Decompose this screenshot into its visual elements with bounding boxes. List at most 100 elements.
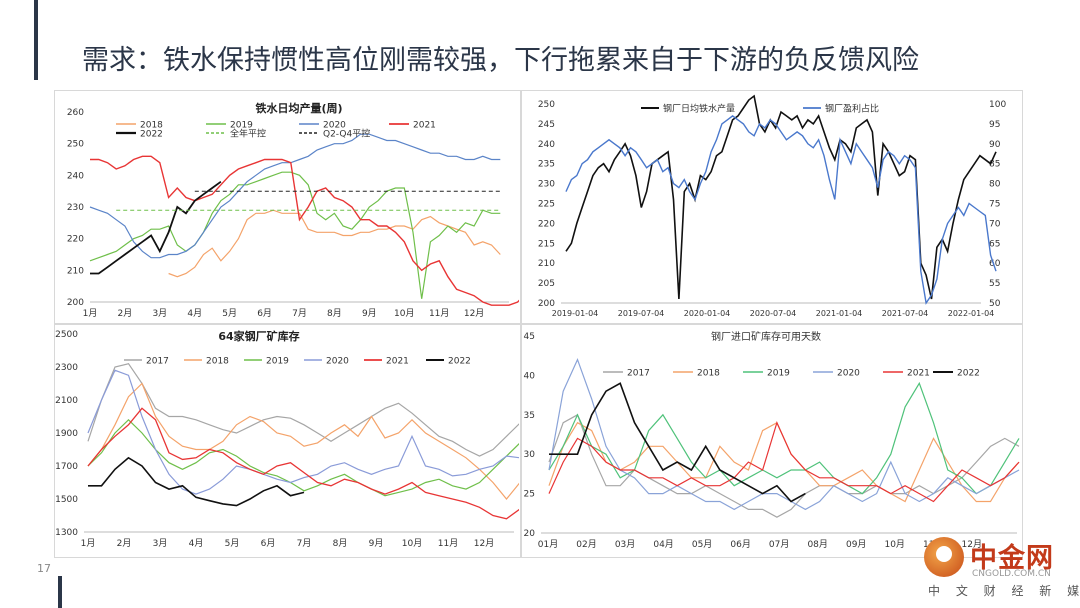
y-left-tick-label-0: 200 — [538, 299, 555, 309]
legend-label-6: Q2-Q4平控 — [323, 128, 370, 140]
x-tick-label-0: 1月 — [81, 538, 96, 549]
chart-import-ore-days: 钢厂进口矿库存可用天数 20 25 30 35 40 45 01月 02月 03月 04月 05月 06… — [524, 330, 1020, 550]
x-tick-label-6: 7月 — [292, 308, 307, 319]
series-line-2 — [87, 418, 519, 497]
series-line-5 — [88, 456, 305, 507]
series-line-0 — [87, 363, 519, 457]
x-tick-label-1: 2月 — [117, 538, 132, 549]
series-line-3 — [548, 358, 1020, 511]
x-tick-label-9: 10月 — [402, 538, 422, 549]
legend-label-4: 2021 — [386, 357, 409, 367]
x-tick-label-1: 2月 — [118, 308, 133, 319]
y-tick-label-3: 35 — [524, 411, 535, 421]
x-tick-label-3: 2020-07-04 — [750, 309, 797, 318]
y-left-tick-label-8: 240 — [538, 140, 555, 150]
y-left-tick-label-10: 250 — [538, 100, 555, 110]
legend-label-5: 2022 — [448, 357, 471, 367]
chart-title: 钢厂进口矿库存可用天数 — [711, 330, 821, 343]
y-left-tick-label-1: 205 — [538, 279, 555, 289]
series-line-1 — [89, 171, 501, 299]
legend-label-1: 2018 — [697, 369, 720, 379]
x-tick-label-5: 6月 — [257, 308, 272, 319]
legend-label-4: 2021 — [907, 369, 930, 379]
logo-subtitle: 中 文 财 经 新 媒 体 — [928, 584, 1080, 598]
y-tick-label-0: 200 — [67, 298, 84, 308]
x-tick-label-2: 3月 — [153, 538, 168, 549]
y-left-tick-label-9: 245 — [538, 120, 555, 130]
y-tick-label-2: 220 — [67, 235, 84, 245]
series-line-4 — [90, 180, 222, 275]
chart-title: 铁水日均产量(周) — [255, 101, 342, 115]
logo-name: 中金网 — [970, 543, 1054, 574]
legend-label-1: 2018 — [206, 357, 229, 367]
series-line-1 — [548, 421, 1020, 503]
y-tick-label-2: 1700 — [55, 462, 78, 472]
x-tick-label-2: 2020-01-04 — [684, 309, 731, 318]
bottom-accent-bar — [58, 576, 62, 608]
x-tick-label-7: 8月 — [333, 538, 348, 549]
x-tick-label-6: 2022-01-04 — [948, 309, 995, 318]
y-right-tick-label-1: 55 — [989, 279, 1000, 289]
y-right-tick-label-8: 90 — [989, 140, 1001, 150]
legend-label-3: 2021 — [413, 121, 436, 131]
y-tick-label-4: 2100 — [55, 396, 78, 406]
x-tick-label-5: 6月 — [261, 538, 276, 549]
x-tick-label-11: 12月 — [962, 539, 982, 550]
legend-label-5: 全年平控 — [230, 128, 266, 140]
legend-label-2: 2019 — [266, 357, 289, 367]
x-tick-label-3: 04月 — [653, 539, 673, 550]
y-left-tick-label-4: 220 — [538, 219, 555, 229]
y-right-tick-label-10: 100 — [989, 100, 1006, 110]
x-tick-label-0: 1月 — [83, 308, 98, 319]
y-left-tick-label-2: 210 — [538, 259, 555, 269]
series-line-1 — [87, 382, 519, 500]
x-tick-label-10: 11月 — [429, 308, 449, 319]
legend-label-0: 2017 — [627, 369, 650, 379]
chart-ore-inventory-64: 64家钢厂矿库存 1300 1500 1700 1900 2100 2300 2500 1月 2月… — [55, 329, 519, 549]
x-tick-label-8: 9月 — [362, 308, 377, 319]
series-line-5 — [549, 382, 806, 503]
y-left-tick-label-5: 225 — [538, 200, 555, 210]
chart-iron-daily-output: 铁水日均产量(周) 200 210 220 230 240 250 260 1月 2月 3月 4月 5月… — [67, 101, 519, 319]
y-right-tick-label-6: 80 — [989, 180, 1001, 190]
x-tick-label-3: 4月 — [187, 308, 202, 319]
x-tick-label-4: 5月 — [222, 308, 237, 319]
x-tick-label-2: 3月 — [152, 308, 167, 319]
y-tick-label-1: 210 — [67, 266, 84, 276]
y-left-tick-label-3: 215 — [538, 239, 555, 249]
x-tick-label-8: 09月 — [846, 539, 866, 550]
series-line-1 — [565, 115, 997, 305]
series-line-0 — [548, 413, 1020, 518]
chart-iron-vs-profit: 200 205 210 215 220 225 230 235 240 245 250 50 55 60 6… — [538, 94, 1006, 318]
x-tick-label-0: 2019-01-04 — [552, 309, 599, 318]
y-tick-label-5: 45 — [524, 332, 535, 342]
legend-label-0: 2018 — [140, 121, 163, 131]
x-tick-label-1: 02月 — [576, 539, 596, 550]
y-tick-label-4: 240 — [67, 171, 84, 181]
x-tick-label-9: 10月 — [394, 308, 414, 319]
x-tick-label-11: 12月 — [474, 538, 494, 549]
y-tick-label-5: 250 — [67, 140, 84, 150]
y-right-tick-label-0: 50 — [989, 299, 1001, 309]
y-tick-label-3: 1900 — [55, 429, 78, 439]
y-right-tick-label-9: 95 — [989, 120, 1000, 130]
x-tick-label-5: 06月 — [730, 539, 750, 550]
page-number: 17 — [37, 562, 51, 575]
x-tick-label-3: 4月 — [189, 538, 204, 549]
y-tick-label-0: 1300 — [55, 528, 78, 538]
x-tick-label-4: 5月 — [225, 538, 240, 549]
x-tick-label-5: 2021-07-04 — [882, 309, 929, 318]
logo-icon — [924, 537, 964, 577]
x-tick-label-0: 01月 — [538, 539, 558, 550]
x-tick-label-2: 03月 — [615, 539, 635, 550]
x-tick-label-1: 2019-07-04 — [618, 309, 665, 318]
x-tick-label-9: 10月 — [884, 539, 904, 550]
legend-label-0: 钢厂日均铁水产量 — [663, 103, 735, 115]
x-tick-label-7: 08月 — [807, 539, 827, 550]
x-tick-label-11: 12月 — [464, 308, 484, 319]
x-tick-label-10: 11月 — [438, 538, 458, 549]
legend-label-5: 2022 — [957, 369, 980, 379]
top-accent-bar — [34, 0, 38, 80]
legend-label-1: 钢厂盈利占比 — [825, 103, 879, 115]
y-tick-label-0: 20 — [524, 529, 536, 539]
